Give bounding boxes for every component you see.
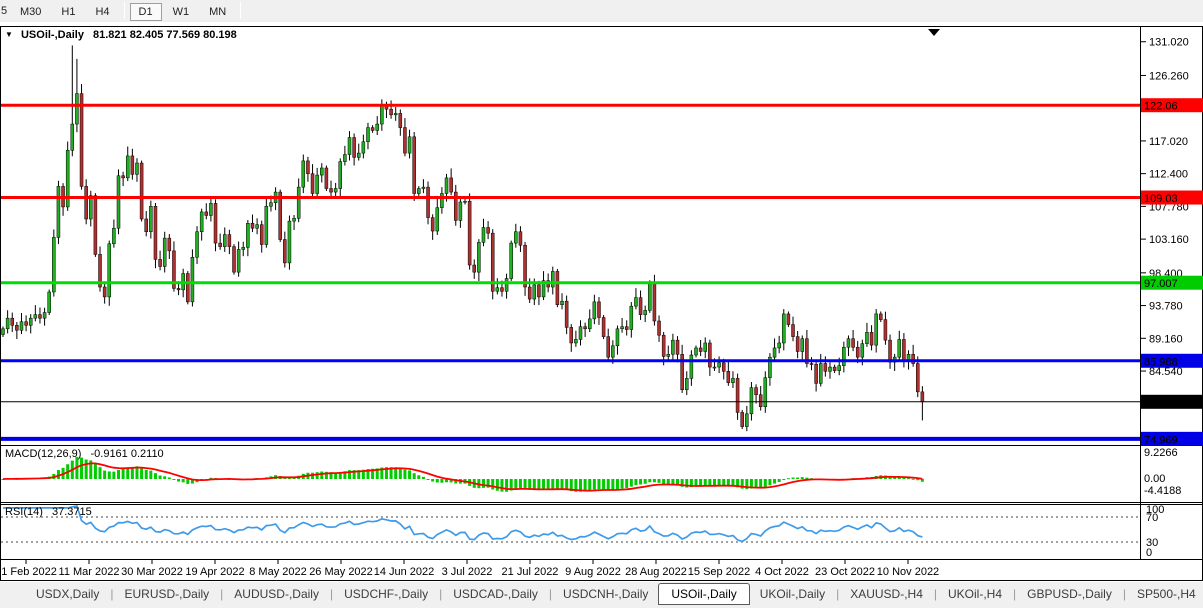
macd-scale-label: 9.2266 [1144, 447, 1178, 459]
symbol-tab-usoil-daily[interactable]: USOil-,Daily [658, 582, 750, 605]
tab-separator: | [1013, 586, 1017, 601]
date-tick-label: 4 Oct 2022 [755, 566, 809, 578]
tab-separator: | [220, 586, 224, 601]
rsi-scale-label: 0 [1146, 547, 1152, 559]
date-tick-label: 21 Jul 2022 [502, 566, 559, 578]
date-tick-label: 23 Oct 2022 [815, 566, 875, 578]
date-tick-label: 28 Aug 2022 [625, 566, 687, 578]
svg-text:74.969: 74.969 [1144, 434, 1178, 446]
price-badge-resistance-1: 122.06 [1141, 98, 1203, 113]
symbol-tab-usdx-daily[interactable]: USDX,Daily [36, 586, 100, 601]
tab-separator: | [329, 586, 334, 601]
date-tick-label: 3 Jul 2022 [442, 566, 493, 578]
date-tick-label: 8 May 2022 [249, 566, 306, 578]
price-tick-label: 126.260 [1149, 70, 1189, 82]
symbol-tab-usdcad-daily[interactable]: USDCAD-,Daily [453, 586, 538, 601]
symbol-tab-sp500-h4[interactable]: SP500-,H4 [1136, 586, 1196, 601]
toolbar-separator [240, 2, 242, 19]
toolbar-separator [123, 2, 125, 19]
price-level-lines[interactable] [1, 103, 1140, 441]
tab-separator: | [1122, 586, 1126, 601]
svg-text:85.988: 85.988 [1144, 356, 1178, 368]
timeframe-button-h4[interactable]: H4 [95, 6, 110, 18]
chart-shift-marker-icon[interactable] [928, 29, 940, 36]
price-tick-label: 112.400 [1149, 169, 1188, 181]
timeframe-button-mn[interactable]: MN [209, 6, 227, 18]
price-tick-label: 117.020 [1149, 136, 1188, 148]
date-tick-label: 9 Aug 2022 [565, 566, 621, 578]
tab-scroll-left-icon[interactable]: ◄ [1202, 588, 1203, 599]
time-axis: 21 Feb 2022 11 Mar 2022 30 Mar 2022 19 Apr … [0, 560, 939, 578]
tab-scroll-controls: ◄► [1202, 588, 1203, 599]
svg-text:109.03: 109.03 [1144, 193, 1178, 205]
price-badge-resistance-2: 109.03 [1141, 190, 1203, 205]
svg-text:97.007: 97.007 [1144, 278, 1178, 290]
symbol-tab-ukoil-daily[interactable]: UKOil-,Daily [759, 586, 826, 601]
symbol-tab-xauusd-h4[interactable]: XAUUSD-,H4 [850, 586, 923, 601]
date-tick-label: 30 Mar 2022 [121, 566, 183, 578]
price-badge-support-blue-lower: 74.969 [1141, 431, 1203, 446]
price-tick-label: 84.540 [1149, 366, 1183, 378]
svg-text:80.198: 80.198 [1144, 397, 1178, 409]
svg-text:122.06: 122.06 [1144, 101, 1178, 113]
tab-separator: | [548, 586, 553, 601]
symbol-tab-bar: USDX,Daily | EURUSD-,Daily | AUDUSD-,Daily | U… [0, 582, 1203, 605]
price-tick-label: 93.780 [1149, 301, 1183, 313]
chart-canvas[interactable]: 131.020126.260117.020112.400107.780103.1… [0, 22, 1203, 582]
price-tick-label: 103.160 [1149, 234, 1189, 246]
timeframe-toolbar: 5 M30 H1 H4 D1 W1 MN [0, 0, 1203, 23]
rsi-scale-label: 100 [1146, 504, 1164, 516]
date-tick-label: 10 Nov 2022 [877, 566, 939, 578]
date-tick-label: 11 Mar 2022 [59, 566, 120, 578]
date-tick-label: 15 Sep 2022 [688, 566, 750, 578]
macd-signal-line [2, 462, 923, 492]
chart-background [0, 22, 1203, 582]
rsi-line [3, 505, 923, 543]
tab-separator: | [933, 586, 938, 601]
tab-separator: | [836, 586, 840, 601]
symbol-tab-ukoil-h4[interactable]: UKOil-,H4 [948, 586, 1003, 601]
timeframe-button-d1[interactable]: D1 [129, 3, 162, 21]
price-badge-current-price: 80.198 [1141, 394, 1203, 409]
symbol-tab-usdchf-daily[interactable]: USDCHF-,Daily [344, 586, 429, 601]
price-tick-label: 89.160 [1149, 333, 1183, 345]
timeframe-buttons: M30 H1 H4 D1 W1 MN [10, 2, 245, 21]
price-badge-support-green: 97.007 [1141, 275, 1203, 290]
price-badge-support-blue-upper: 85.988 [1141, 353, 1203, 368]
symbol-tab-usdcnh-daily[interactable]: USDCNH-,Daily [563, 586, 649, 601]
tab-separator: | [110, 586, 114, 601]
date-tick-label: 19 Apr 2022 [185, 566, 244, 578]
tab-separator: | [439, 586, 443, 601]
rsi-scale-label: 30 [1146, 537, 1158, 549]
symbol-tab-gbpusd-daily[interactable]: GBPUSD-,Daily [1027, 586, 1112, 601]
timeframe-button-h1[interactable]: H1 [61, 6, 76, 18]
timeframe-button-partial[interactable]: 5 [1, 5, 8, 17]
date-tick-label: 21 Feb 2022 [0, 566, 57, 578]
date-tick-label: 26 May 2022 [309, 566, 373, 578]
timeframe-button-m30[interactable]: M30 [20, 6, 42, 18]
date-tick-label: 14 Jun 2022 [374, 566, 435, 578]
timeframe-button-w1[interactable]: W1 [172, 6, 190, 18]
rsi-scale-label: 70 [1146, 512, 1158, 524]
macd-scale-label: -4.4188 [1144, 485, 1181, 497]
symbol-tab-audusd-daily[interactable]: AUDUSD-,Daily [234, 586, 319, 601]
price-tick-label: 131.020 [1149, 37, 1189, 49]
symbol-tab-eurusd-daily[interactable]: EURUSD-,Daily [124, 586, 210, 601]
macd-scale-label: 0.00 [1144, 473, 1165, 485]
